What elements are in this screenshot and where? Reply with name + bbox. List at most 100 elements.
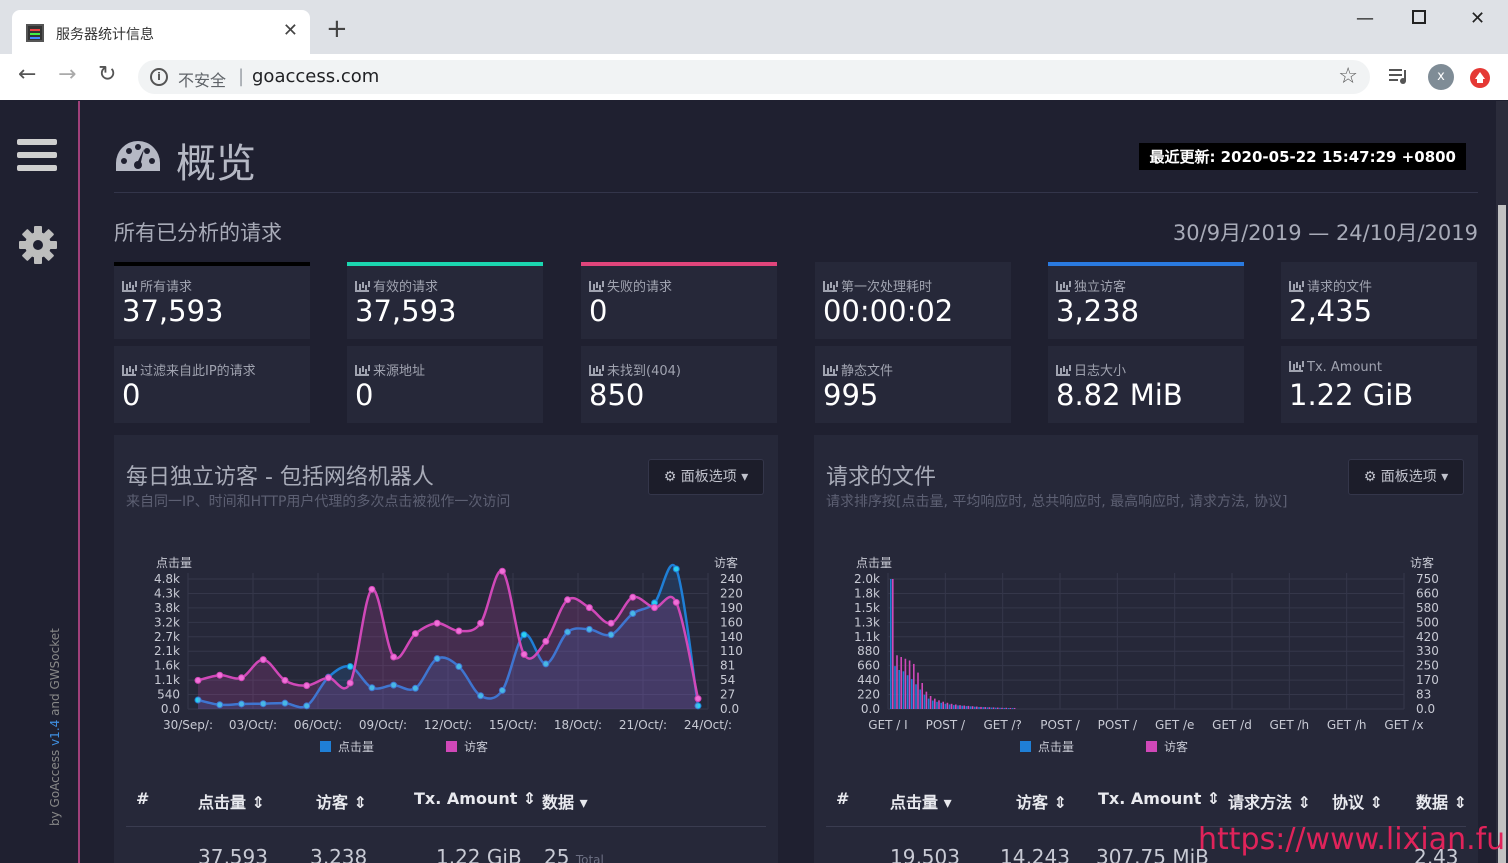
data-point xyxy=(303,702,311,710)
reload-icon[interactable]: ↻ xyxy=(98,62,117,87)
stat-card: 过滤来自此IP的请求 0 xyxy=(114,346,310,423)
x-tick-label: POST / xyxy=(1098,718,1138,732)
bar xyxy=(965,706,968,709)
stat-card: 请求的文件 2,435 xyxy=(1281,262,1477,339)
col-visitors[interactable]: 访客 ⇕ xyxy=(316,793,367,812)
stat-card: 失败的请求 0 xyxy=(581,262,777,339)
card-accent-bar xyxy=(347,262,543,266)
data-point xyxy=(542,637,550,645)
col-hits[interactable]: 点击量 ▾ xyxy=(890,793,952,812)
bar xyxy=(990,707,993,709)
y2-tick-label: 660 xyxy=(1416,586,1439,600)
stat-card: 未找到(404) 850 xyxy=(581,346,777,423)
chart-legend: 点击量 访客 xyxy=(1020,739,1188,754)
media-queue-icon[interactable] xyxy=(1388,66,1410,86)
browser-tab[interactable]: 服务器统计信息 ✕ xyxy=(12,10,310,54)
close-tab-icon[interactable]: ✕ xyxy=(282,20,298,41)
card-label: 静态文件 xyxy=(823,360,893,379)
bar xyxy=(900,657,902,709)
data-point xyxy=(303,682,311,690)
y-tick-label: 1.6k xyxy=(154,659,180,673)
bar xyxy=(963,705,965,709)
panel-options-button[interactable]: ⚙ 面板选项 ▾ xyxy=(648,459,764,495)
data-point xyxy=(477,692,485,700)
col-data[interactable]: 数据 ▾ xyxy=(542,793,588,812)
overview-section-title: 所有已分析的请求 xyxy=(114,221,282,245)
y2-axis-label: 访客 xyxy=(1410,555,1434,570)
bar xyxy=(898,670,900,709)
bar xyxy=(976,706,978,709)
profile-avatar[interactable]: x xyxy=(1428,64,1454,90)
minimize-icon[interactable]: — xyxy=(1356,8,1374,29)
info-icon[interactable]: i xyxy=(150,68,168,86)
data-point xyxy=(368,585,376,593)
data-point xyxy=(694,702,702,710)
col-protocol[interactable]: 协议 ⇕ xyxy=(1332,793,1383,812)
x-tick-label: POST / xyxy=(1040,718,1080,732)
x-tick-label: GET /d xyxy=(1212,718,1252,732)
close-window-icon[interactable]: ✕ xyxy=(1470,8,1486,29)
bookmark-star-icon[interactable]: ☆ xyxy=(1338,64,1358,89)
bar xyxy=(1007,708,1010,709)
col-data[interactable]: 数据 ⇕ xyxy=(1416,793,1467,812)
gear-icon[interactable] xyxy=(16,223,60,267)
version-link[interactable]: v1.4 xyxy=(48,719,62,746)
x-tick-label: GET /h xyxy=(1269,718,1309,732)
col-tx[interactable]: Tx. Amount ⇕ xyxy=(1098,789,1221,808)
last-updated-badge: 最近更新: 2020-05-22 15:47:29 +0800 xyxy=(1139,143,1466,170)
bar xyxy=(940,702,942,709)
data-point xyxy=(411,630,419,638)
card-accent-bar xyxy=(1048,262,1244,266)
bar xyxy=(1011,708,1014,709)
col-hits[interactable]: 点击量 ⇕ xyxy=(198,793,265,812)
stat-card: 第一次处理耗时 00:00:02 xyxy=(815,262,1011,339)
x-tick-label: 12/Oct/: xyxy=(424,718,472,732)
col-visitors[interactable]: 访客 ⇕ xyxy=(1016,793,1067,812)
summary-visitors: 14,243 xyxy=(1000,845,1070,863)
col-tx[interactable]: Tx. Amount ⇕ xyxy=(414,789,537,808)
extension-icon[interactable] xyxy=(1470,68,1490,88)
y-tick-label: 540 xyxy=(157,688,180,702)
data-point xyxy=(520,631,528,639)
goaccess-favicon-icon xyxy=(26,24,44,42)
bar xyxy=(1009,707,1012,709)
data-point xyxy=(216,671,224,679)
data-point xyxy=(411,684,419,692)
menu-icon[interactable] xyxy=(17,139,57,175)
data-point xyxy=(629,609,637,617)
bar-chart-icon xyxy=(1056,281,1070,292)
bar xyxy=(988,707,991,709)
card-value: 0 xyxy=(355,378,374,412)
new-tab-button[interactable]: + xyxy=(326,14,348,44)
y-axis-label: 点击量 xyxy=(856,556,892,570)
bar-chart-icon xyxy=(589,281,603,292)
back-icon[interactable]: ← xyxy=(18,62,37,87)
panel-options-button[interactable]: ⚙ 面板选项 ▾ xyxy=(1348,459,1464,495)
forward-icon[interactable]: → xyxy=(58,62,77,87)
card-value: 37,593 xyxy=(122,294,224,328)
y-tick-label: 0.0 xyxy=(861,702,880,716)
bar-chart-icon xyxy=(1289,361,1303,372)
address-bar[interactable]: i 不安全 | goaccess.com ☆ xyxy=(138,60,1370,94)
col-method[interactable]: 请求方法 ⇕ xyxy=(1228,793,1311,812)
dashboard-icon xyxy=(116,141,160,171)
series-area-0 xyxy=(198,565,698,709)
url-text[interactable]: goaccess.com xyxy=(252,66,380,87)
card-value: 2,435 xyxy=(1289,294,1373,328)
bar xyxy=(967,705,970,709)
stat-card: 静态文件 995 xyxy=(815,346,1011,423)
bar xyxy=(902,671,905,709)
legend-label: 访客 xyxy=(464,739,488,754)
x-tick-label: 09/Oct/: xyxy=(359,718,407,732)
bar xyxy=(923,694,926,709)
card-value: 850 xyxy=(589,378,645,412)
data-point xyxy=(455,663,463,671)
card-label: 日志大小 xyxy=(1056,360,1126,379)
maximize-icon[interactable] xyxy=(1412,10,1426,24)
bar xyxy=(892,579,894,709)
page-scrollbar[interactable] xyxy=(1496,101,1508,863)
scrollbar-thumb[interactable] xyxy=(1498,205,1506,863)
data-point xyxy=(542,660,550,668)
data-point xyxy=(194,696,202,704)
chart-bars xyxy=(890,579,1016,709)
